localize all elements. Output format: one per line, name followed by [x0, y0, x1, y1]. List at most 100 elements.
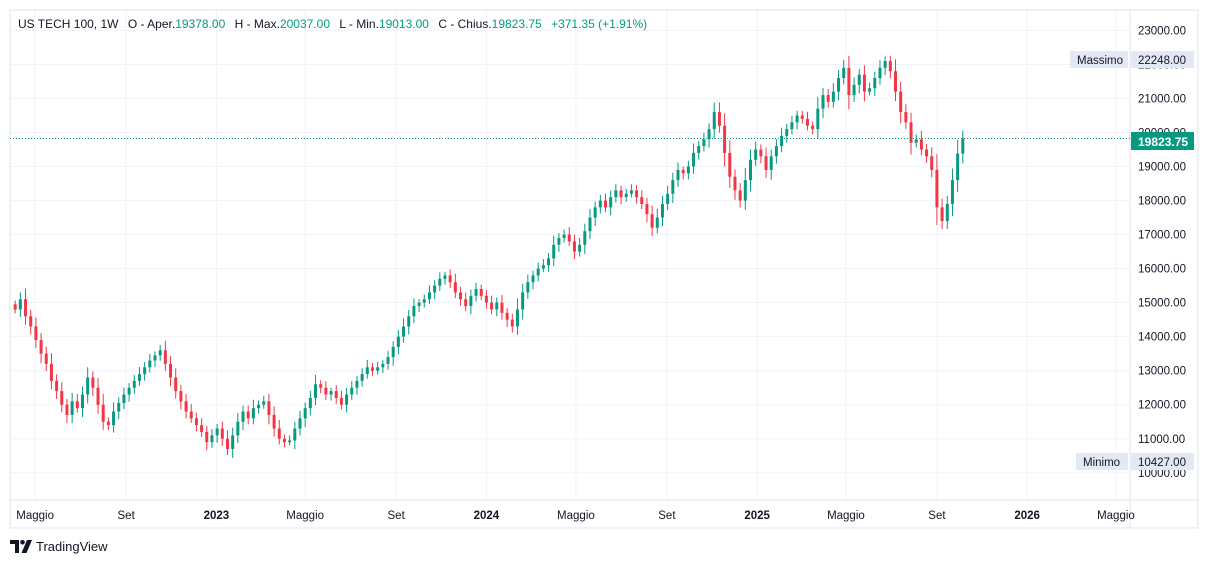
- candle[interactable]: [158, 344, 162, 361]
- candle[interactable]: [334, 385, 338, 404]
- candle[interactable]: [60, 382, 64, 413]
- candle[interactable]: [743, 167, 747, 210]
- candle[interactable]: [101, 393, 105, 430]
- candle[interactable]: [749, 149, 753, 192]
- candle[interactable]: [407, 309, 411, 335]
- candle[interactable]: [314, 374, 318, 406]
- candle[interactable]: [904, 104, 908, 129]
- candle[interactable]: [883, 56, 887, 76]
- candle[interactable]: [106, 417, 110, 431]
- candle[interactable]: [547, 252, 551, 272]
- candle[interactable]: [521, 283, 525, 320]
- candle[interactable]: [925, 144, 929, 163]
- candle[interactable]: [469, 289, 473, 315]
- candle[interactable]: [888, 56, 892, 79]
- candle[interactable]: [842, 59, 846, 85]
- candle[interactable]: [39, 333, 43, 364]
- candle[interactable]: [790, 115, 794, 135]
- candle[interactable]: [759, 144, 763, 164]
- candle[interactable]: [251, 399, 255, 425]
- candle[interactable]: [194, 412, 198, 432]
- candle[interactable]: [666, 185, 670, 211]
- candle[interactable]: [86, 367, 90, 404]
- candle[interactable]: [246, 405, 250, 425]
- candle[interactable]: [70, 392, 74, 424]
- candle[interactable]: [754, 141, 758, 166]
- candle[interactable]: [707, 123, 711, 148]
- candle[interactable]: [29, 309, 33, 335]
- candle[interactable]: [692, 143, 696, 174]
- candle[interactable]: [210, 429, 214, 448]
- candle[interactable]: [257, 400, 261, 414]
- candle[interactable]: [189, 404, 193, 423]
- candle[interactable]: [800, 110, 804, 124]
- candle[interactable]: [619, 185, 623, 205]
- candle[interactable]: [572, 234, 576, 260]
- candle[interactable]: [604, 193, 608, 213]
- candle[interactable]: [386, 350, 390, 370]
- candle[interactable]: [681, 166, 685, 180]
- candle[interactable]: [847, 56, 851, 110]
- candle[interactable]: [660, 195, 664, 227]
- candle[interactable]: [909, 112, 913, 155]
- candle[interactable]: [935, 154, 939, 226]
- candle[interactable]: [893, 59, 897, 102]
- candle[interactable]: [438, 272, 442, 291]
- candle[interactable]: [733, 169, 737, 200]
- candle[interactable]: [132, 375, 136, 394]
- candle[interactable]: [764, 147, 768, 178]
- candle[interactable]: [940, 198, 944, 230]
- candle[interactable]: [930, 147, 934, 178]
- candle[interactable]: [640, 190, 644, 210]
- candle[interactable]: [391, 341, 395, 366]
- candle[interactable]: [676, 162, 680, 187]
- candle[interactable]: [360, 368, 364, 387]
- candle[interactable]: [427, 285, 431, 304]
- candle[interactable]: [821, 87, 825, 119]
- candle[interactable]: [464, 292, 468, 312]
- time-axis[interactable]: Maggio Set 2023 Maggio Set 2024 Maggio Set 2025 M…: [16, 510, 1135, 522]
- candle[interactable]: [878, 60, 882, 85]
- candle[interactable]: [769, 149, 773, 180]
- candle[interactable]: [277, 419, 281, 445]
- candle[interactable]: [474, 282, 478, 302]
- candle[interactable]: [443, 271, 447, 285]
- candle[interactable]: [345, 387, 349, 413]
- candle[interactable]: [65, 398, 69, 424]
- candle[interactable]: [329, 387, 333, 401]
- candle[interactable]: [117, 397, 121, 419]
- candle[interactable]: [723, 113, 727, 167]
- candle[interactable]: [557, 233, 561, 252]
- candle[interactable]: [75, 394, 79, 413]
- candle[interactable]: [945, 195, 949, 229]
- candle[interactable]: [24, 288, 28, 325]
- candle[interactable]: [728, 140, 732, 188]
- candle[interactable]: [831, 83, 835, 108]
- candle[interactable]: [288, 435, 292, 446]
- candle[interactable]: [402, 318, 406, 343]
- candle[interactable]: [950, 168, 954, 217]
- candle[interactable]: [697, 140, 701, 160]
- candle[interactable]: [417, 299, 421, 313]
- candle[interactable]: [236, 412, 240, 444]
- candle[interactable]: [143, 362, 147, 381]
- candle[interactable]: [738, 183, 742, 208]
- candle[interactable]: [816, 97, 820, 140]
- candle[interactable]: [862, 65, 866, 102]
- candle[interactable]: [826, 88, 830, 108]
- candle[interactable]: [200, 418, 204, 437]
- candle[interactable]: [412, 298, 416, 323]
- candle[interactable]: [18, 292, 22, 317]
- candle[interactable]: [137, 367, 141, 386]
- candle[interactable]: [552, 235, 556, 266]
- candle[interactable]: [293, 421, 297, 450]
- candle[interactable]: [857, 69, 861, 94]
- candle[interactable]: [339, 390, 343, 410]
- candle[interactable]: [169, 356, 173, 387]
- candle[interactable]: [448, 269, 452, 289]
- candle[interactable]: [650, 205, 654, 236]
- candle[interactable]: [805, 111, 809, 131]
- candle[interactable]: [163, 340, 167, 371]
- candle[interactable]: [919, 130, 923, 156]
- candle[interactable]: [484, 290, 488, 309]
